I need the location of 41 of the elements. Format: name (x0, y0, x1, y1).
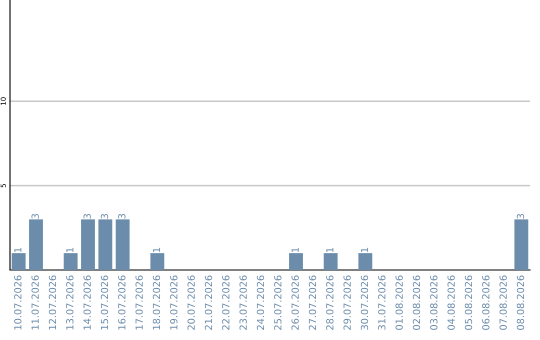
x-tick-label: 29.07.2026 (343, 275, 351, 330)
x-tick-label: 15.07.2026 (100, 275, 108, 330)
data-label: 1 (326, 248, 334, 252)
data-label: 3 (31, 214, 39, 219)
x-tick-label: 20.07.2026 (187, 275, 195, 330)
data-label: 1 (152, 248, 160, 252)
x-tick-label: 30.07.2026 (360, 275, 368, 330)
x-tick-label: 11.07.2026 (31, 275, 39, 330)
x-tick-label: 26.07.2026 (291, 275, 299, 330)
x-tick-label: 18.07.2026 (152, 275, 160, 330)
x-tick-label: 08.08.2026 (516, 275, 524, 330)
x-tick-label: 21.07.2026 (204, 275, 212, 330)
x-tick-label: 14.07.2026 (83, 275, 91, 330)
x-tick-label: 13.07.2026 (66, 275, 74, 330)
x-tick-label: 22.07.2026 (222, 275, 230, 330)
x-tick-label: 07.08.2026 (499, 275, 507, 330)
data-label: 3 (100, 214, 108, 219)
x-tick-label: 23.07.2026 (239, 275, 247, 330)
x-tick-label: 01.08.2026 (395, 275, 403, 330)
data-label: 3 (516, 214, 524, 219)
data-label: 1 (292, 248, 299, 252)
x-tick-label: 17.07.2026 (135, 275, 143, 330)
x-tick-label: 03.08.2026 (430, 275, 438, 330)
x-tick-label: 27.07.2026 (308, 275, 316, 330)
x-tick-label: 24.07.2026 (256, 275, 264, 330)
data-label: 1 (360, 248, 368, 252)
x-tick-label: 04.08.2026 (447, 275, 455, 330)
x-tick-label: 28.07.2026 (326, 275, 334, 330)
x-tick-label: 25.07.2026 (274, 275, 282, 330)
data-label: 1 (14, 248, 22, 252)
x-tick-label: 06.08.2026 (482, 275, 490, 330)
x-tick-label: 16.07.2026 (118, 275, 126, 330)
x-tick-label: 19.07.2026 (170, 275, 178, 330)
x-tick-label: 31.07.2026 (378, 275, 386, 330)
data-label: 3 (118, 214, 126, 219)
data-label: 3 (83, 214, 91, 219)
x-tick-label: 12.07.2026 (48, 275, 56, 330)
x-tick-label: 10.07.2026 (14, 275, 22, 330)
x-tick-label: 02.08.2026 (412, 275, 420, 330)
x-tick-label: 05.08.2026 (464, 275, 472, 330)
data-label: 1 (66, 248, 74, 252)
